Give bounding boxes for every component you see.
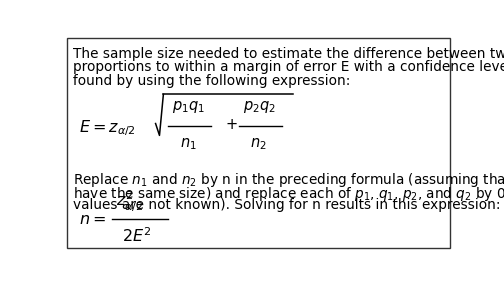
Text: Replace $n_1$ and $n_2$ by n in the preceding formula (assuming that both sample: Replace $n_1$ and $n_2$ by n in the prec…: [73, 171, 504, 189]
Text: found by using the following expression:: found by using the following expression:: [73, 74, 350, 88]
Text: $p_2 q_2$: $p_2 q_2$: [243, 99, 276, 115]
Text: proportions to within a margin of error E with a confidence level of 1 – α can b: proportions to within a margin of error …: [73, 60, 504, 74]
FancyBboxPatch shape: [67, 38, 450, 248]
Text: values are not known). Solving for n results in this expression:: values are not known). Solving for n res…: [73, 198, 500, 212]
Text: $n =$: $n =$: [79, 212, 106, 227]
Text: $z^2_{\alpha/2}$: $z^2_{\alpha/2}$: [116, 189, 143, 214]
Text: $2E^2$: $2E^2$: [121, 227, 151, 245]
Text: $E = z_{\alpha/2}$: $E = z_{\alpha/2}$: [79, 118, 136, 138]
Text: $p_1 q_1$: $p_1 q_1$: [172, 99, 206, 115]
Text: $+$: $+$: [225, 117, 237, 132]
Text: have the same size) and replace each of $p_1$, $q_1$, $p_2$, and $q_2$ by 0.5 (b: have the same size) and replace each of …: [73, 185, 504, 203]
Text: The sample size needed to estimate the difference between two population: The sample size needed to estimate the d…: [73, 47, 504, 61]
Text: $n_1$: $n_1$: [180, 136, 197, 152]
Text: $n_2$: $n_2$: [250, 136, 267, 152]
